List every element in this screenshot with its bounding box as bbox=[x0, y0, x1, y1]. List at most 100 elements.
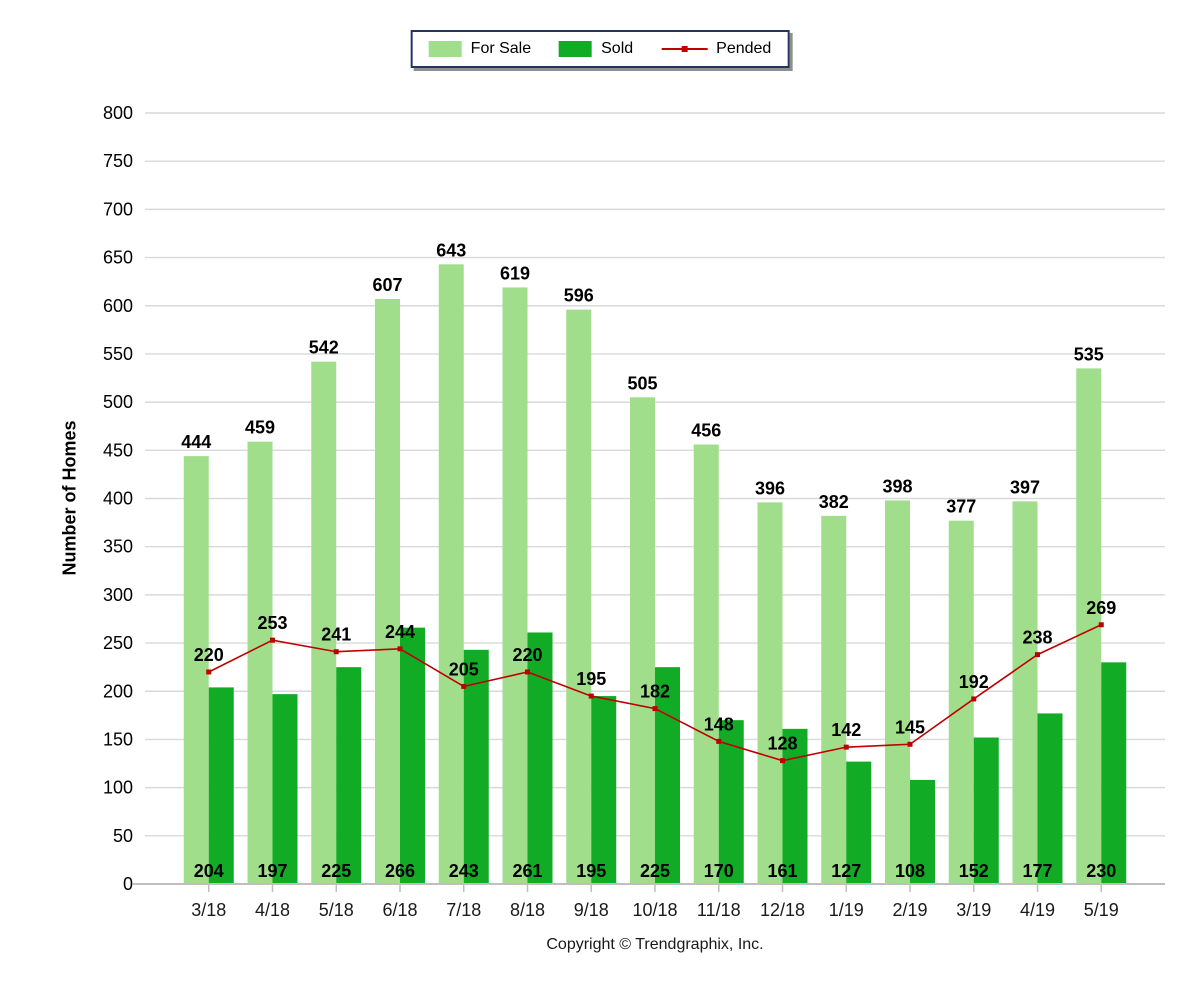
x-axis-label-4/19: 4/19 bbox=[1020, 900, 1055, 920]
bar-sold-5/18 bbox=[336, 667, 362, 884]
y-tick-label-600: 600 bbox=[103, 296, 133, 316]
label-for-sale-12/18: 396 bbox=[755, 478, 785, 498]
label-sold-10/18: 225 bbox=[640, 861, 670, 881]
x-axis-label-11/18: 11/18 bbox=[697, 900, 741, 920]
label-sold-2/19: 108 bbox=[895, 861, 925, 881]
y-tick-label-100: 100 bbox=[103, 778, 133, 798]
y-tick-label-0: 0 bbox=[123, 874, 133, 894]
chart-legend: For Sale Sold Pended bbox=[410, 30, 790, 68]
pended-point-5/19 bbox=[1098, 622, 1104, 628]
label-pended-1/19: 142 bbox=[831, 720, 861, 740]
label-sold-8/18: 261 bbox=[512, 861, 542, 881]
label-pended-3/19: 192 bbox=[959, 672, 989, 692]
bar-sold-10/18 bbox=[655, 667, 680, 884]
y-axis-title: Number of Homes bbox=[59, 420, 80, 576]
bar-for-sale-12/18 bbox=[757, 502, 783, 884]
y-tick-label-550: 550 bbox=[103, 344, 133, 364]
pended-point-4/18 bbox=[270, 637, 275, 643]
label-pended-3/18: 220 bbox=[194, 645, 224, 665]
bar-sold-8/18 bbox=[527, 632, 553, 884]
bar-sold-5/19 bbox=[1101, 662, 1127, 884]
label-for-sale-9/18: 596 bbox=[564, 286, 594, 306]
legend-item-for-sale[interactable]: For Sale bbox=[428, 40, 532, 58]
label-sold-4/18: 197 bbox=[257, 861, 287, 881]
label-pended-7/18: 205 bbox=[449, 659, 479, 679]
bar-for-sale-10/18 bbox=[630, 397, 655, 884]
pended-point-2/19 bbox=[907, 741, 913, 747]
x-axis-label-5/18: 5/18 bbox=[319, 900, 354, 920]
pended-point-8/18 bbox=[525, 669, 530, 675]
x-axis-label-12/18: 12/18 bbox=[760, 900, 805, 920]
y-tick-label-750: 750 bbox=[103, 151, 133, 171]
bar-for-sale-11/18 bbox=[693, 444, 719, 884]
pended-point-12/18 bbox=[780, 758, 785, 764]
x-axis-label-3/19: 3/19 bbox=[956, 900, 991, 920]
bar-for-sale-4/18 bbox=[247, 441, 273, 884]
pended-point-7/18 bbox=[461, 683, 467, 689]
y-tick-label-50: 50 bbox=[113, 826, 133, 846]
y-tick-label-300: 300 bbox=[103, 585, 133, 605]
bar-sold-6/18 bbox=[400, 627, 425, 884]
label-sold-6/18: 266 bbox=[385, 861, 415, 881]
label-for-sale-5/19: 535 bbox=[1074, 344, 1104, 364]
pended-point-9/18 bbox=[588, 693, 594, 699]
bar-for-sale-1/19 bbox=[821, 515, 847, 884]
label-pended-11/18: 148 bbox=[704, 714, 734, 734]
label-for-sale-3/19: 377 bbox=[946, 497, 976, 517]
bar-for-sale-3/18 bbox=[183, 456, 209, 884]
label-for-sale-7/18: 643 bbox=[436, 240, 466, 260]
label-for-sale-4/18: 459 bbox=[245, 418, 275, 438]
label-sold-5/18: 225 bbox=[321, 861, 351, 881]
label-sold-12/18: 161 bbox=[767, 861, 797, 881]
bar-sold-3/18 bbox=[208, 687, 234, 884]
x-axis-label-2/19: 2/19 bbox=[892, 900, 927, 920]
legend-label: For Sale bbox=[470, 40, 532, 57]
y-tick-label-400: 400 bbox=[103, 489, 133, 509]
legend-swatch-sold bbox=[559, 41, 593, 57]
label-sold-3/19: 152 bbox=[959, 861, 989, 881]
label-pended-9/18: 195 bbox=[576, 669, 606, 689]
copyright-text: Copyright © Trendgraphix, Inc. bbox=[546, 936, 764, 953]
bar-for-sale-6/18 bbox=[375, 299, 400, 884]
label-sold-4/19: 177 bbox=[1022, 861, 1052, 881]
y-tick-label-350: 350 bbox=[103, 537, 133, 557]
y-tick-label-650: 650 bbox=[103, 248, 133, 268]
y-tick-label-800: 800 bbox=[103, 103, 133, 123]
label-sold-9/18: 195 bbox=[576, 861, 606, 881]
pended-point-11/18 bbox=[716, 738, 722, 744]
bar-sold-2/19 bbox=[910, 779, 935, 884]
label-sold-11/18: 170 bbox=[704, 861, 734, 881]
label-for-sale-1/19: 382 bbox=[819, 492, 849, 512]
label-sold-7/18: 243 bbox=[449, 861, 479, 881]
label-sold-5/19: 230 bbox=[1086, 861, 1116, 881]
label-pended-4/18: 253 bbox=[257, 613, 287, 633]
label-for-sale-8/18: 619 bbox=[500, 263, 530, 283]
legend-item-pended[interactable]: Pended bbox=[661, 40, 771, 58]
label-for-sale-4/19: 397 bbox=[1010, 477, 1040, 497]
x-axis-label-9/18: 9/18 bbox=[574, 900, 609, 920]
label-pended-6/18: 244 bbox=[385, 622, 415, 642]
label-for-sale-6/18: 607 bbox=[372, 275, 402, 295]
x-axis-label-8/18: 8/18 bbox=[510, 900, 545, 920]
label-pended-10/18: 182 bbox=[640, 682, 670, 702]
x-axis-label-7/18: 7/18 bbox=[446, 900, 481, 920]
bar-for-sale-9/18 bbox=[566, 309, 592, 885]
label-pended-8/18: 220 bbox=[512, 645, 542, 665]
legend-line-sample bbox=[661, 46, 708, 52]
bar-sold-1/19 bbox=[846, 761, 872, 884]
bar-sold-7/18 bbox=[463, 649, 489, 884]
x-axis-label-3/18: 3/18 bbox=[191, 900, 226, 920]
label-for-sale-3/18: 444 bbox=[181, 432, 211, 452]
legend-label: Sold bbox=[601, 40, 634, 57]
bar-sold-12/18 bbox=[782, 728, 808, 884]
label-pended-4/19: 238 bbox=[1022, 628, 1052, 648]
bar-for-sale-7/18 bbox=[438, 264, 464, 885]
bar-for-sale-2/19 bbox=[885, 500, 910, 884]
label-sold-3/18: 204 bbox=[194, 861, 224, 881]
bar-sold-3/19 bbox=[973, 737, 999, 884]
pended-point-10/18 bbox=[652, 706, 658, 712]
x-axis-label-5/19: 5/19 bbox=[1084, 900, 1119, 920]
bar-for-sale-5/18 bbox=[311, 361, 337, 885]
legend-item-sold[interactable]: Sold bbox=[559, 40, 633, 58]
